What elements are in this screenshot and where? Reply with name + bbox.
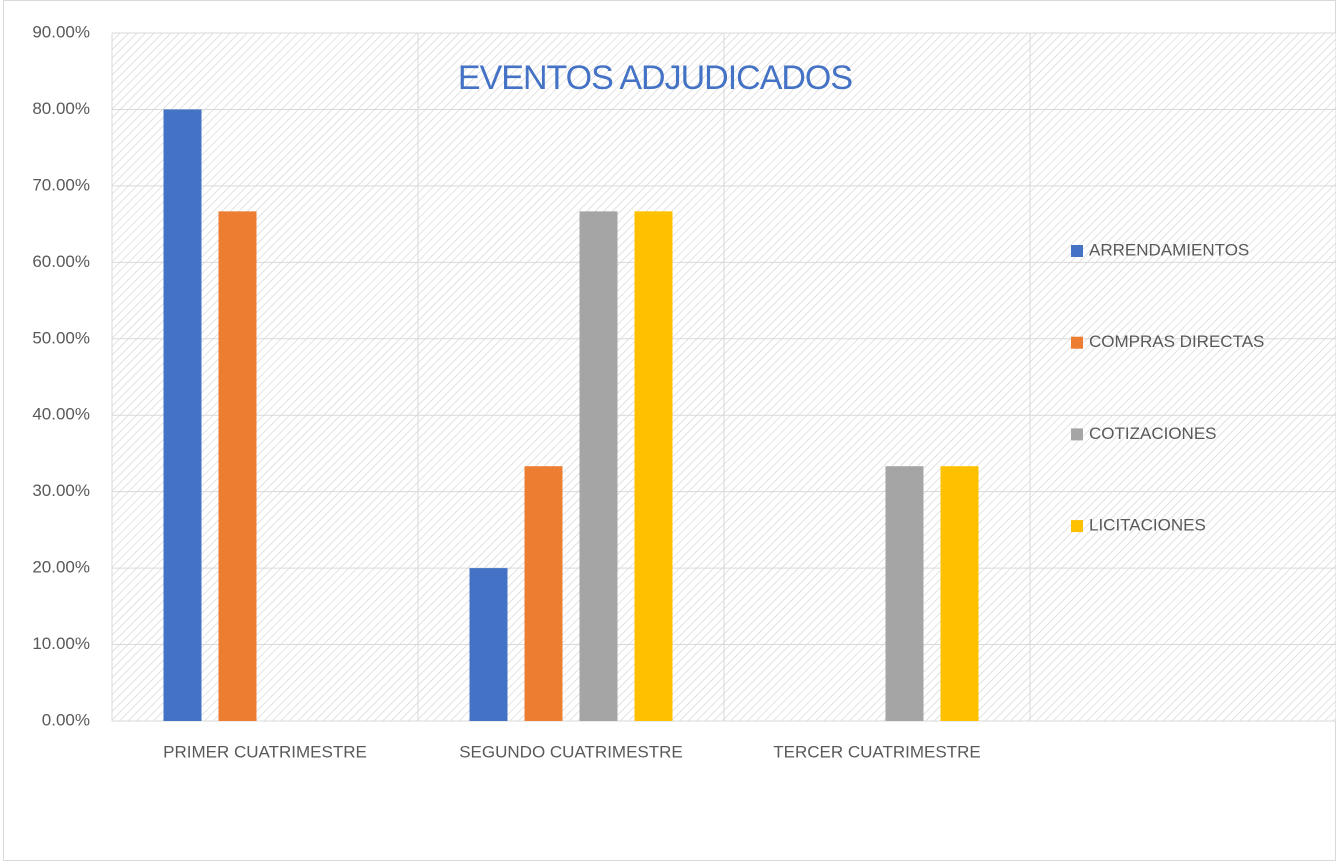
y-tick-label: 0.00% bbox=[42, 710, 90, 729]
y-tick-label: 70.00% bbox=[32, 175, 90, 194]
legend-swatch bbox=[1071, 520, 1083, 533]
legend-swatch bbox=[1071, 245, 1083, 257]
y-tick-label: 10.00% bbox=[32, 634, 90, 653]
legend-label: COMPRAS DIRECTAS bbox=[1089, 332, 1264, 351]
y-tick-label: 40.00% bbox=[32, 405, 90, 424]
y-tick-label: 80.00% bbox=[32, 99, 90, 118]
x-tick-label: SEGUNDO CUATRIMESTRE bbox=[459, 742, 683, 761]
chart-title: EVENTOS ADJUDICADOS bbox=[458, 59, 852, 97]
bar bbox=[885, 466, 924, 721]
y-tick-label: 50.00% bbox=[32, 328, 90, 347]
y-tick-label: 30.00% bbox=[32, 481, 90, 500]
bar bbox=[524, 466, 563, 721]
legend-label: LICITACIONES bbox=[1089, 516, 1206, 535]
legend-label: COTIZACIONES bbox=[1089, 424, 1217, 443]
legend-label: ARRENDAMIENTOS bbox=[1089, 240, 1249, 259]
bar bbox=[469, 568, 508, 721]
bar bbox=[218, 211, 257, 721]
bar bbox=[634, 211, 673, 721]
legend-swatch bbox=[1071, 428, 1083, 441]
bar bbox=[940, 466, 979, 721]
x-tick-label: TERCER CUATRIMESTRE bbox=[773, 742, 980, 761]
y-tick-label: 90.00% bbox=[32, 22, 90, 41]
bar bbox=[163, 109, 202, 721]
y-tick-label: 20.00% bbox=[32, 558, 90, 577]
x-tick-label: PRIMER CUATRIMESTRE bbox=[163, 742, 367, 761]
bar bbox=[579, 211, 618, 721]
y-tick-label: 60.00% bbox=[32, 252, 90, 271]
legend-swatch bbox=[1071, 336, 1083, 349]
